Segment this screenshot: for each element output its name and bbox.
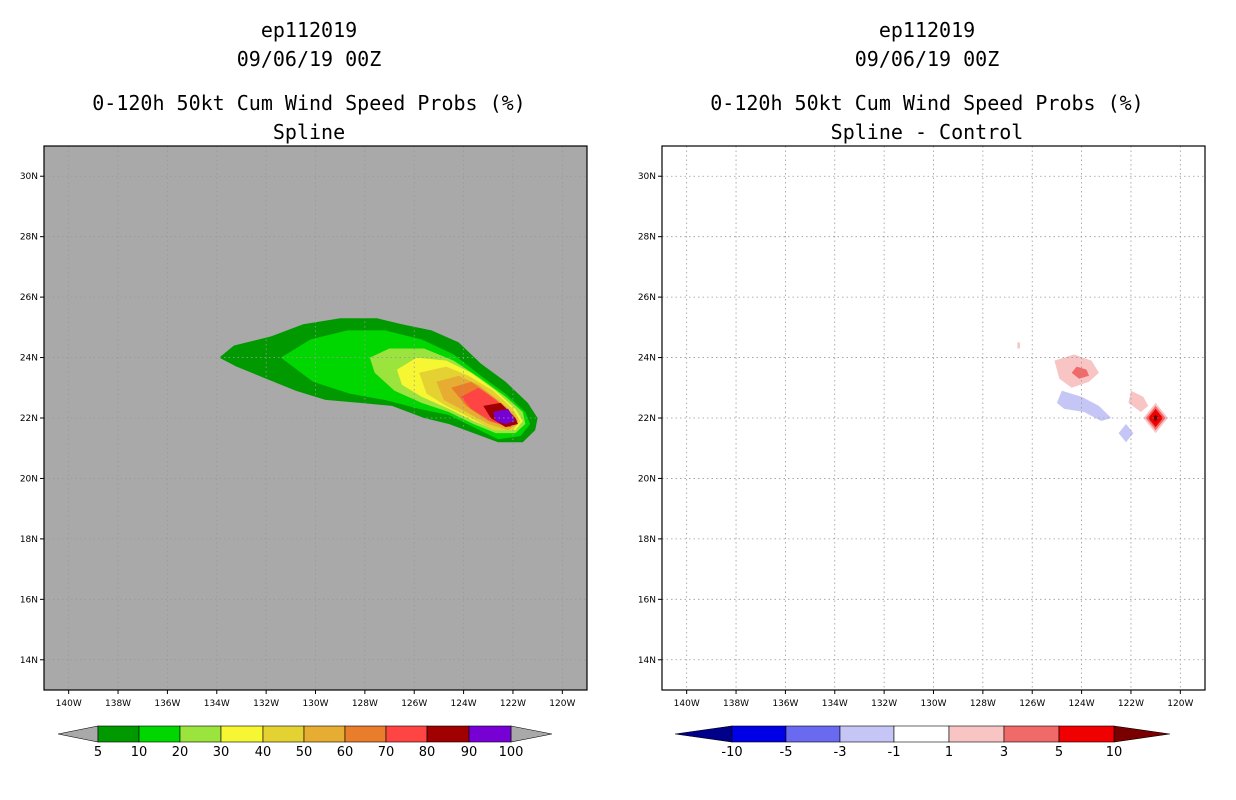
colorbar-label: 100 xyxy=(499,745,524,760)
chart-subtitle: Spline - Control xyxy=(830,120,1024,144)
colorbar-segment xyxy=(785,725,841,743)
colorbar-segment xyxy=(220,725,264,743)
x-tick-label: 134W xyxy=(822,699,848,709)
contour-level-10 xyxy=(1152,414,1159,422)
y-tick-label: 14N xyxy=(638,656,656,666)
colorbar-segment xyxy=(893,725,950,743)
colorbar-label: 10 xyxy=(1106,745,1123,760)
y-tick-label: 18N xyxy=(20,535,38,545)
colorbar-label: 60 xyxy=(337,745,354,760)
colorbar-segment xyxy=(1058,725,1115,743)
y-tick-label: 20N xyxy=(638,474,656,484)
colorbar-segment xyxy=(262,725,305,743)
contour-level-1 xyxy=(1128,390,1149,412)
datetime-title: 09/06/19 00Z xyxy=(236,47,382,71)
colorbar-label: 50 xyxy=(296,745,313,760)
colorbar-segment xyxy=(97,725,140,743)
x-tick-label: 122W xyxy=(500,699,526,709)
colorbar-segment xyxy=(385,725,428,743)
x-tick-label: 134W xyxy=(204,699,230,709)
y-tick-label: 20N xyxy=(20,474,38,484)
storm-id-title: ep112019 xyxy=(260,18,358,42)
x-tick-label: 140W xyxy=(56,699,82,709)
colorbar-label: -1 xyxy=(888,745,901,760)
colorbar-segment xyxy=(138,725,181,743)
y-tick-label: 16N xyxy=(20,595,38,605)
y-tick-label: 18N xyxy=(638,535,656,545)
y-tick-label: 28N xyxy=(20,233,38,243)
x-tick-label: 124W xyxy=(451,699,477,709)
colorbar-label: 10 xyxy=(131,745,148,760)
y-tick-label: 24N xyxy=(638,354,656,364)
colorbar-label: -10 xyxy=(721,745,742,760)
chart-title: 0-120h 50kt Cum Wind Speed Probs (%) xyxy=(92,91,526,115)
contour-level-1 xyxy=(1017,342,1020,349)
x-tick-label: 122W xyxy=(1118,699,1144,709)
colorbar-segment xyxy=(426,725,470,743)
colorbar-label: 70 xyxy=(378,745,395,760)
x-tick-label: 138W xyxy=(723,699,749,709)
contour-level-neg1 xyxy=(1118,424,1134,443)
colorbar-label: 40 xyxy=(255,745,272,760)
x-tick-label: 140W xyxy=(674,699,700,709)
x-tick-label: 128W xyxy=(352,699,378,709)
colorbar-segment xyxy=(468,725,512,743)
colorbar-label: -3 xyxy=(834,745,847,760)
x-tick-label: 120W xyxy=(1167,699,1193,709)
colorbar-label: 5 xyxy=(94,745,102,760)
storm-id-title: ep112019 xyxy=(878,18,976,42)
y-tick-label: 14N xyxy=(20,656,38,666)
y-tick-label: 24N xyxy=(20,354,38,364)
colorbar-label: 20 xyxy=(172,745,189,760)
colorbar-label: 5 xyxy=(1055,745,1063,760)
chart-subtitle: Spline xyxy=(272,120,346,144)
x-tick-label: 130W xyxy=(920,699,946,709)
y-tick-label: 26N xyxy=(638,293,656,303)
y-tick-label: 26N xyxy=(20,293,38,303)
colorbar-segment xyxy=(179,725,222,743)
x-tick-label: 138W xyxy=(105,699,131,709)
chart-title: 0-120h 50kt Cum Wind Speed Probs (%) xyxy=(710,91,1144,115)
colorbar-segment xyxy=(731,725,787,743)
colorbar-segment xyxy=(948,725,1005,743)
panel-spline: ep112019 09/06/19 00Z 0-120h 50kt Cum Wi… xyxy=(20,18,588,760)
y-tick-label: 30N xyxy=(20,172,38,182)
x-tick-label: 124W xyxy=(1069,699,1095,709)
colorbar-label: 80 xyxy=(419,745,436,760)
x-tick-label: 132W xyxy=(871,699,897,709)
x-tick-label: 126W xyxy=(1019,699,1045,709)
y-tick-label: 22N xyxy=(20,414,38,424)
datetime-title: 09/06/19 00Z xyxy=(854,47,1000,71)
colorbar-segment xyxy=(1003,725,1060,743)
x-tick-label: 120W xyxy=(549,699,575,709)
colorbar-segment xyxy=(839,725,895,743)
x-tick-label: 130W xyxy=(302,699,328,709)
difference-probability-map: 140W 138W 136W 134W 132W 130W 128W 126W 124W 122W… xyxy=(638,145,1206,760)
spline-probability-map: 140W 138W 136W 134W 132W 130W 128W 126W 124W 122W… xyxy=(20,145,588,760)
colorbar-right-arrow xyxy=(1113,725,1171,743)
colorbar-label: 3 xyxy=(1000,745,1008,760)
colorbar-right-arrow xyxy=(510,725,553,743)
panel-spline-minus-control: ep112019 09/06/19 00Z 0-120h 50kt Cum Wi… xyxy=(618,0,1236,800)
colorbar-left-arrow xyxy=(57,725,99,743)
x-tick-label: 126W xyxy=(401,699,427,709)
y-tick-label: 22N xyxy=(638,414,656,424)
contour-level-3 xyxy=(1071,366,1089,379)
colorbar-segment xyxy=(344,725,387,743)
x-tick-label: 136W xyxy=(154,699,180,709)
contour-level-90 xyxy=(493,408,516,424)
x-tick-label: 136W xyxy=(772,699,798,709)
colorbar-label: -5 xyxy=(780,745,793,760)
x-tick-label: 128W xyxy=(970,699,996,709)
contour-level-neg1 xyxy=(1056,390,1112,421)
y-tick-label: 28N xyxy=(638,233,656,243)
y-tick-label: 30N xyxy=(638,172,656,182)
colorbar-label: 1 xyxy=(945,745,953,760)
y-tick-label: 16N xyxy=(638,595,656,605)
x-tick-label: 132W xyxy=(253,699,279,709)
colorbar-segment xyxy=(303,725,346,743)
colorbar-left-arrow xyxy=(674,725,733,743)
colorbar-label: 90 xyxy=(461,745,478,760)
colorbar-label: 30 xyxy=(213,745,230,760)
